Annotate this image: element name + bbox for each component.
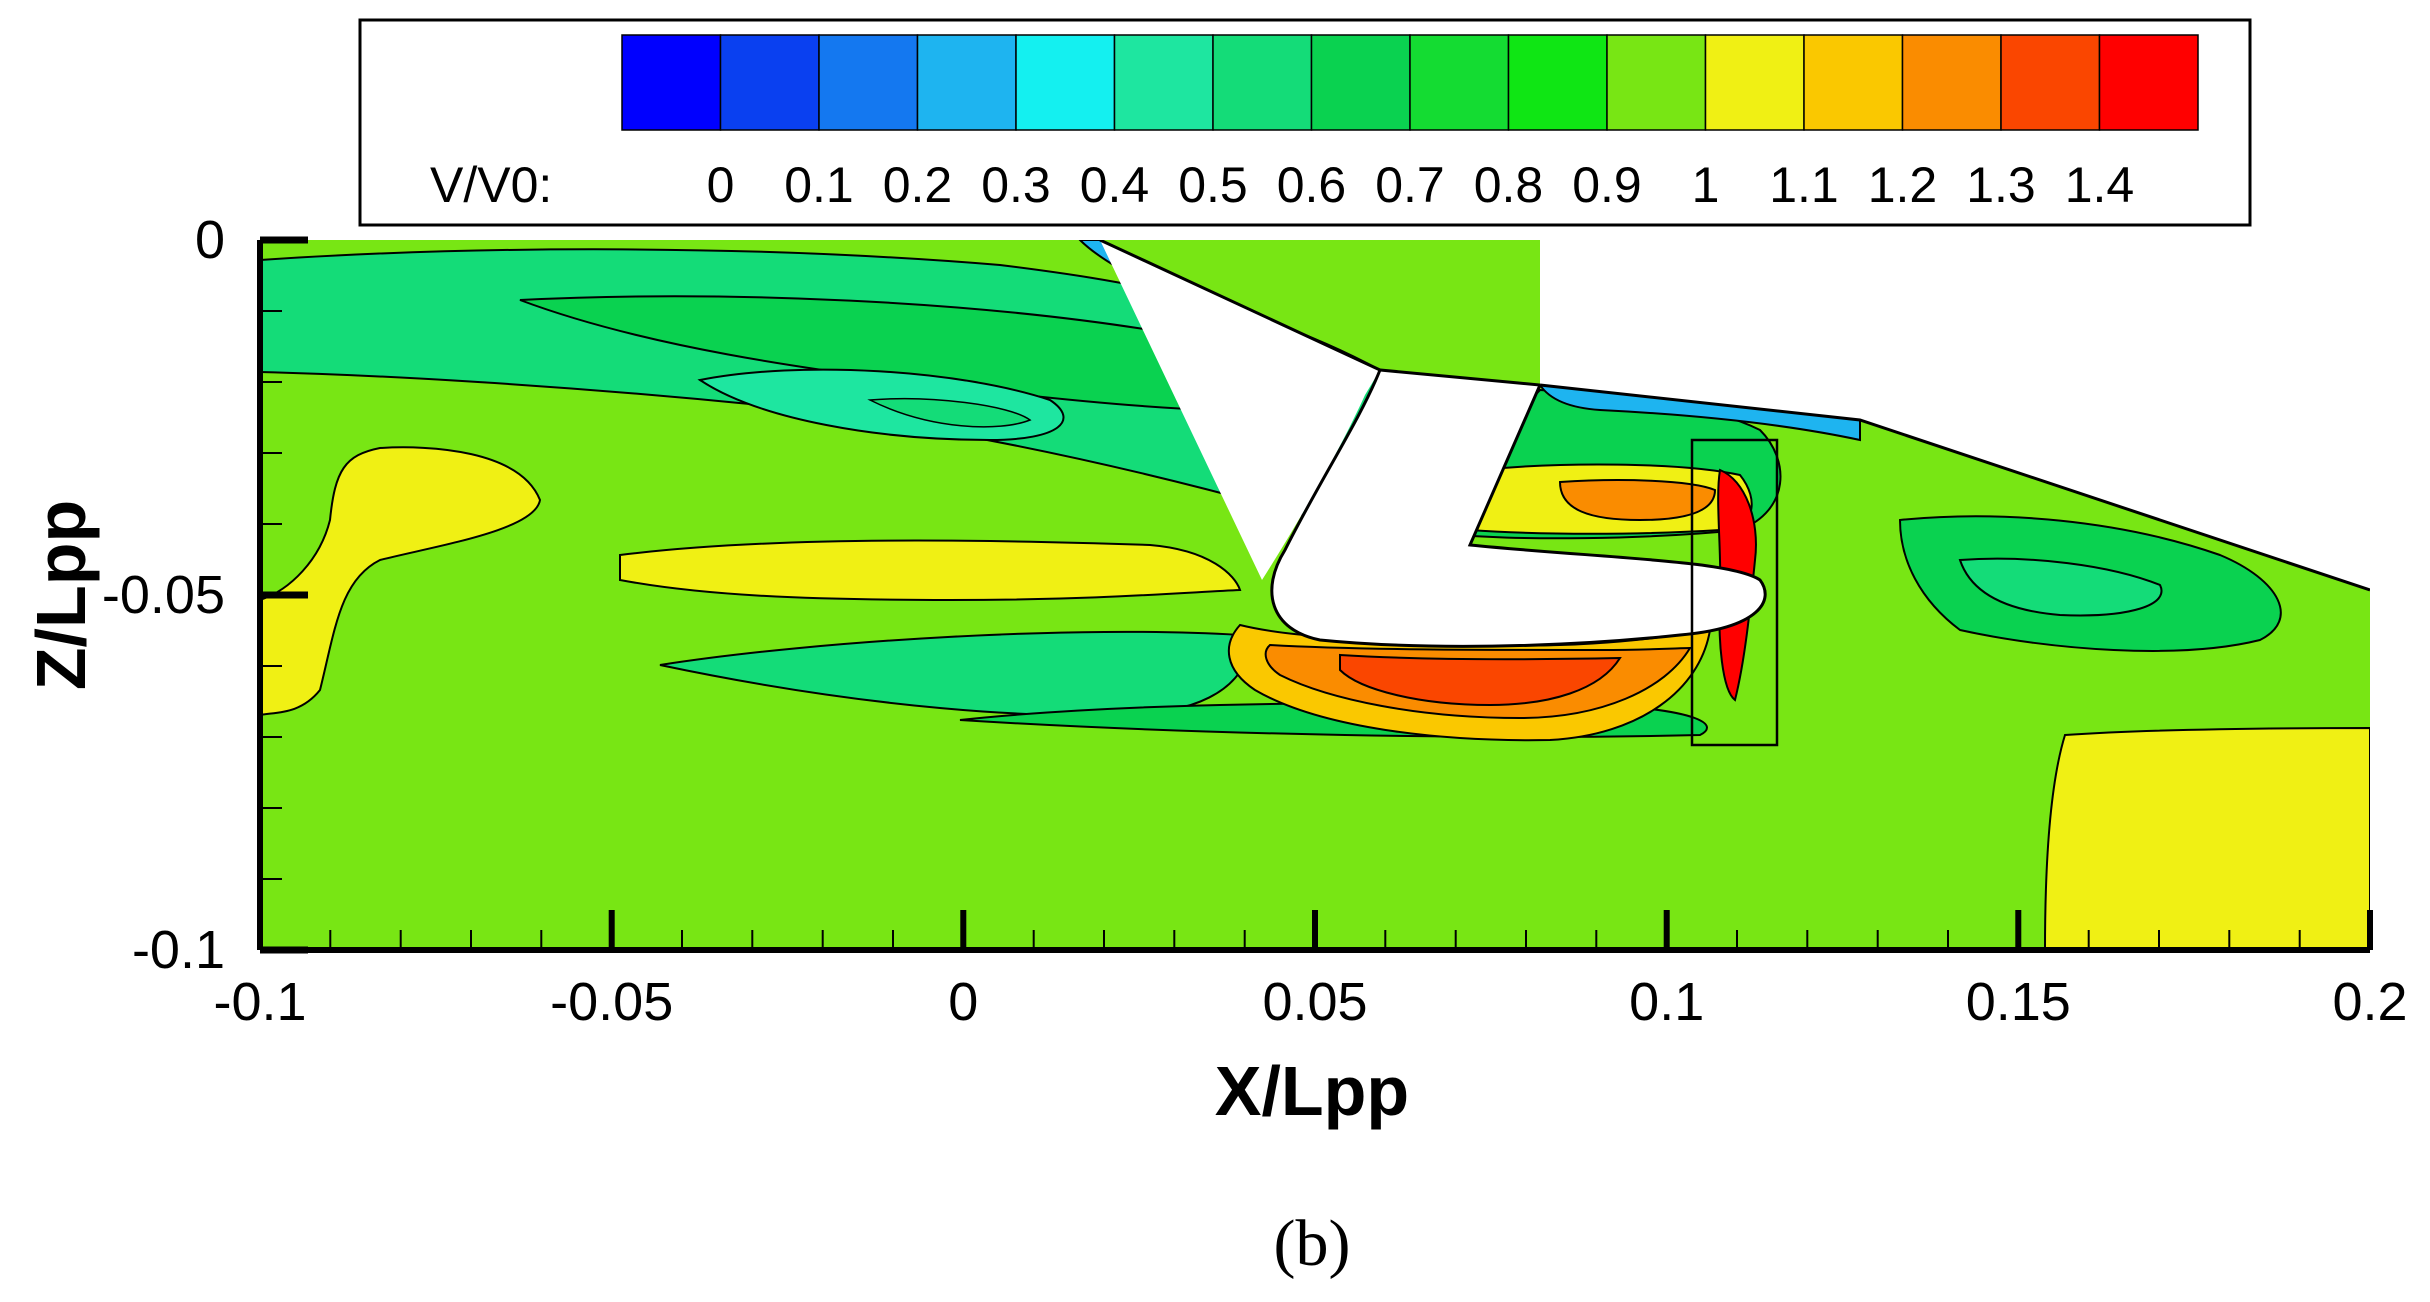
x-axis-tick-labels: -0.1 -0.05 0 0.05 0.1 0.15 0.2	[213, 972, 2407, 1032]
legend-swatch	[1901, 34, 2002, 131]
propeller-disk	[1690, 438, 1779, 747]
legend-level-label: 0.3	[981, 157, 1051, 213]
legend-swatch	[1310, 34, 1411, 131]
legend-swatch	[818, 34, 919, 131]
legend-level-label: 1.3	[1966, 157, 2036, 213]
x-tick-label: 0.1	[1629, 972, 1704, 1032]
y-axis-title: Z/Lpp	[22, 500, 100, 690]
legend-swatch	[2000, 34, 2101, 131]
legend-swatch	[1409, 34, 1510, 131]
x-tick-label: 0	[948, 972, 978, 1032]
x-tick-label: -0.05	[550, 972, 673, 1032]
legend: V/V0: 0 0.1 0.2 0.3 0.4 0.5 0.6 0.7 0.8 0.9 1 1.1 1.…	[358, 18, 2252, 227]
y-axis-tick-labels: 0 -0.05 -0.1	[102, 210, 225, 980]
legend-swatch	[1507, 34, 1608, 131]
legend-level-label: 0.5	[1178, 157, 1248, 213]
legend-swatch	[916, 34, 1017, 131]
inflow-band-center	[619, 539, 1242, 602]
legend-level-label: 1.4	[2065, 157, 2135, 213]
legend-level-label: 0.6	[1277, 157, 1347, 213]
legend-swatch	[1704, 34, 1805, 131]
legend-level-label: 0.7	[1375, 157, 1445, 213]
legend-swatch	[1606, 34, 1707, 131]
legend-level-label: 0.9	[1572, 157, 1642, 213]
legend-level-labels: 0 0.1 0.2 0.3 0.4 0.5 0.6 0.7 0.8 0.9 1 1.1 1.2 1.3 1.…	[707, 157, 2135, 213]
figure-caption: (b)	[1274, 1207, 1351, 1280]
legend-level-label: 0	[707, 157, 735, 213]
y-tick-label: 0	[195, 210, 225, 270]
y-tick-label: -0.1	[132, 920, 225, 980]
legend-level-label: 1.2	[1868, 157, 1938, 213]
x-tick-label: 0.05	[1262, 972, 1367, 1032]
hull-wedge-upper	[1100, 240, 1380, 580]
x-tick-label: -0.1	[213, 972, 306, 1032]
lower-accel-max	[1339, 653, 1622, 707]
axes: -0.1 -0.05 0 0.05 0.1 0.15 0.2 0 -0.05 -0.1 X/Lp…	[22, 210, 2408, 1130]
inflow-pocket-left	[260, 446, 542, 717]
plot-area	[260, 240, 2370, 950]
y-tick-label: -0.05	[102, 565, 225, 625]
x-axis-ticks	[257, 910, 2373, 950]
hull-top-right	[1540, 240, 2370, 590]
hull-cutout	[1270, 368, 1767, 648]
x-tick-label: 0.15	[1966, 972, 2071, 1032]
legend-swatch	[2098, 34, 2199, 131]
x-axis-title: X/Lpp	[1215, 1052, 1409, 1130]
legend-swatch	[1113, 34, 1214, 131]
legend-swatch	[1212, 34, 1313, 131]
legend-level-label: 1	[1692, 157, 1720, 213]
legend-swatch	[621, 34, 722, 131]
legend-swatch	[1015, 34, 1116, 131]
legend-level-label: 0.8	[1474, 157, 1544, 213]
hull-top-right-edge	[1539, 383, 2370, 592]
stern-accel-orange	[1558, 479, 1717, 522]
upper-wake-core	[867, 397, 1032, 428]
legend-swatch	[719, 34, 820, 131]
x-tick-label: 0.2	[2332, 972, 2407, 1032]
legend-level-label: 1.1	[1769, 157, 1839, 213]
legend-level-label: 0.2	[883, 157, 953, 213]
hull-top-left-edge	[1099, 240, 1381, 372]
aft-outflow-region	[2043, 726, 2370, 950]
legend-variable-label: V/V0:	[430, 157, 552, 213]
legend-level-label: 0.4	[1080, 157, 1150, 213]
legend-swatch	[1803, 34, 1904, 131]
wake-right-contour-2	[1958, 557, 2163, 617]
y-axis-ticks	[260, 236, 308, 954]
legend-color-bar	[621, 34, 2199, 131]
legend-level-label: 0.1	[784, 157, 854, 213]
